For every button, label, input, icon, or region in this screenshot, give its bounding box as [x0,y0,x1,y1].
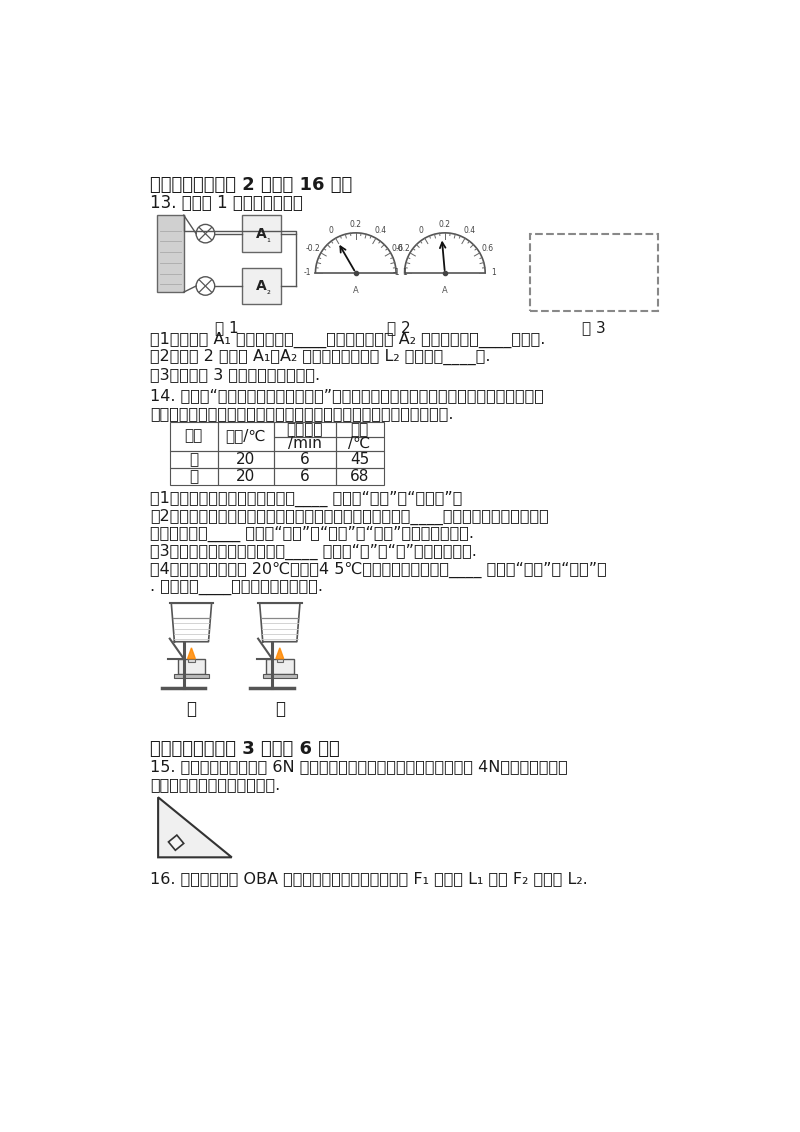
Text: ₁: ₁ [266,234,270,245]
Bar [170,421,218,451]
Text: 14. 小明在“探究不同液体的吸热情况”试验中，用了如图甲所示的两套完全相同的装置，: 14. 小明在“探究不同液体的吸热情况”试验中，用了如图甲所示的两套完全相同的装… [150,388,544,403]
Text: 图 1: 图 1 [214,320,238,336]
Text: 图 3: 图 3 [582,320,606,336]
Text: 0: 0 [418,226,423,235]
Text: /℃: /℃ [349,436,370,452]
Text: . 这是采用____方式改变物体内能的.: . 这是采用____方式改变物体内能的. [150,580,323,594]
Polygon shape [169,835,184,850]
Text: 末温: 末温 [350,422,369,437]
Text: /min: /min [288,436,322,452]
Text: 乙: 乙 [275,701,285,718]
Text: 16. 如图所示杠杆 OBA 处于平衡状态，请分别画出力 F₁ 的力臂 L₁ 和力 F₂ 的力臂 L₂.: 16. 如图所示杠杆 OBA 处于平衡状态，请分别画出力 F₁ 的力臂 L₁ 和… [150,872,588,886]
Text: -0.2: -0.2 [395,245,410,254]
Text: 物体所受重力和支持力的图示.: 物体所受重力和支持力的图示. [150,778,281,792]
Text: 15. 如图所示是一个重为 6N 的物体静止在斜面上，它对斜面的压力为 4N，请在图中画出: 15. 如图所示是一个重为 6N 的物体静止在斜面上，它对斜面的压力为 4N，请… [150,760,568,774]
Text: A: A [256,278,266,293]
Text: A: A [353,286,358,295]
Text: （1）按实验要求，甲和乙的质量____ （选填“相同”或“不相同”）: （1）按实验要求，甲和乙的质量____ （选填“相同”或“不相同”） [150,491,462,507]
Text: -1: -1 [392,268,400,277]
Bar [336,451,384,468]
Bar [242,215,281,252]
Text: 初温/℃: 初温/℃ [226,429,266,444]
Bar [218,421,274,451]
Text: -1: -1 [303,268,310,277]
Bar [218,451,274,468]
Text: （3）根据实验数据分析得知，____ （选填“甲”或“乙”）的比热容大.: （3）根据实验数据分析得知，____ （选填“甲”或“乙”）的比热容大. [150,544,478,560]
Polygon shape [158,797,232,857]
Text: A: A [442,286,448,295]
Bar [170,451,218,468]
Bar [174,674,209,678]
Text: 1: 1 [491,268,496,277]
Text: 加热时间: 加热时间 [286,422,323,437]
Text: 0.6: 0.6 [392,245,404,254]
Text: A: A [256,226,266,241]
Text: 20: 20 [236,469,255,483]
Text: 20: 20 [236,452,255,466]
Text: 13. 在如图 1 所示的电路中，: 13. 在如图 1 所示的电路中， [150,195,303,213]
Text: （2）在此实验中，如果要使甲和乙的最后温度相同，就要给____加热更长的时间，此时，: （2）在此实验中，如果要使甲和乙的最后温度相同，就要给____加热更长的时间，此… [150,508,549,525]
Text: （3）在如图 3 虚线框内画出电路图.: （3）在如图 3 虚线框内画出电路图. [150,367,321,381]
Text: 他按实验要求分别对甲和乙两种液体物质进行加热，实验数据记录如表.: 他按实验要求分别对甲和乙两种液体物质进行加热，实验数据记录如表. [150,406,454,421]
Text: 乙: 乙 [190,469,198,483]
Bar [218,468,274,484]
Bar [336,468,384,484]
Bar [170,468,218,484]
Text: 甲: 甲 [186,701,197,718]
Bar [262,674,297,678]
Bar [274,468,336,484]
Polygon shape [276,648,284,659]
Text: 甲吸收的热量____ （选填“大于”或“小于”或“等于”）乙吸收的热量.: 甲吸收的热量____ （选填“大于”或“小于”或“等于”）乙吸收的热量. [150,526,474,542]
Bar [178,659,206,674]
Text: （2）如图 2 电流表 A₁、A₂ 的示数，可知通过 L₂ 的电流是____安.: （2）如图 2 电流表 A₁、A₂ 的示数，可知通过 L₂ 的电流是____安. [150,349,491,366]
Bar [274,437,336,451]
Bar [336,437,384,451]
Text: 0.4: 0.4 [374,226,386,235]
Text: 0.2: 0.2 [350,220,362,229]
Text: 0.4: 0.4 [463,226,475,235]
Bar [336,421,384,437]
Bar [242,267,281,305]
Text: ₂: ₂ [266,286,270,297]
Text: （4）物质甲从温度由 20℃加热到4 5℃的过程中，他的内能____ （选填“增大”或“减小”）: （4）物质甲从温度由 20℃加热到4 5℃的过程中，他的内能____ （选填“增… [150,561,607,577]
Text: 68: 68 [350,469,370,483]
Text: 甲: 甲 [190,452,198,466]
Bar [530,234,658,311]
Text: 五、作图题（每题 3 分，共 6 分）: 五、作图题（每题 3 分，共 6 分） [150,739,340,757]
Circle shape [196,224,214,243]
Text: 0.2: 0.2 [439,220,451,229]
Text: （1）电流表 A₁ 的示数是通过____的电流，电流表 A₂ 的示数是通过____的电流.: （1）电流表 A₁ 的示数是通过____的电流，电流表 A₂ 的示数是通过___… [150,332,546,348]
Text: 6: 6 [300,452,310,466]
Text: 1: 1 [402,268,407,277]
Text: -0.2: -0.2 [306,245,321,254]
Text: 图 2: 图 2 [386,320,410,336]
Bar [266,659,294,674]
Text: 物质: 物质 [185,429,203,444]
Text: 6: 6 [300,469,310,483]
Text: 0: 0 [329,226,334,235]
Text: 四、实验题（每空 2 分，共 16 分）: 四、实验题（每空 2 分，共 16 分） [150,175,353,194]
Polygon shape [187,648,195,659]
Bar [188,659,194,662]
Circle shape [196,276,214,295]
Text: 45: 45 [350,452,370,466]
Bar [274,451,336,468]
Bar [157,215,184,292]
Text: 0.6: 0.6 [481,245,494,254]
Bar [274,421,336,437]
Bar [277,659,283,662]
